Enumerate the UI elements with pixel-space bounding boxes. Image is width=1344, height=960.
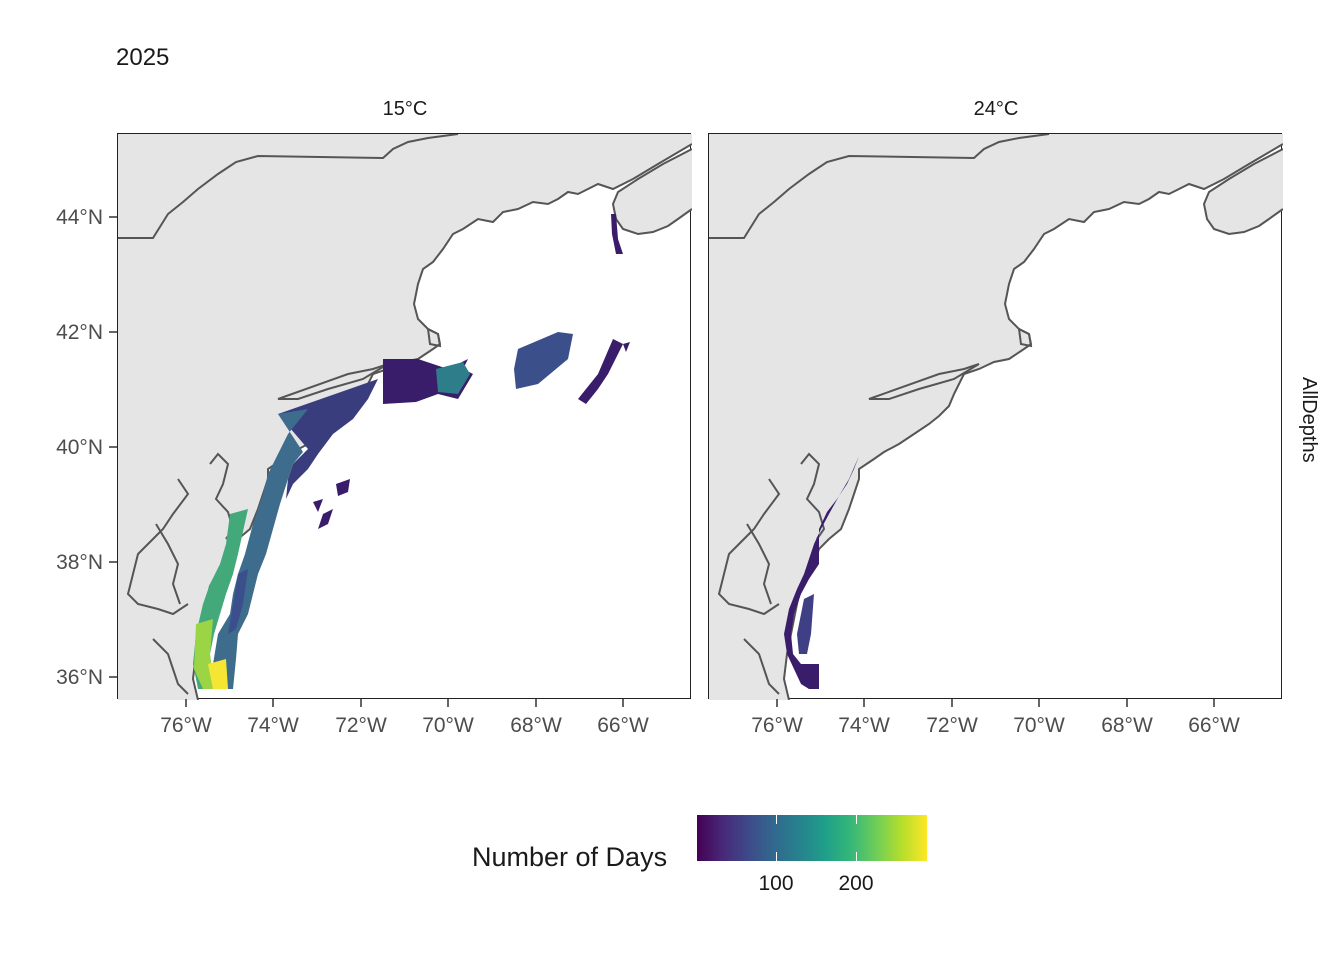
x-tick-label: 74°W	[838, 714, 890, 737]
coastline	[709, 134, 1283, 700]
facet-row-label: AllDepths	[1298, 377, 1320, 463]
x-tick-label: 66°W	[1188, 714, 1240, 737]
x-tick-label: 76°W	[751, 714, 803, 737]
x-tick-label: 76°W	[160, 714, 212, 737]
heatmap-days-24c	[784, 456, 859, 689]
heatmap-days-15c	[193, 214, 630, 689]
y-tick-label: 36°N	[56, 666, 103, 689]
x-tick-label: 74°W	[247, 714, 299, 737]
land-polygon	[118, 134, 692, 700]
legend-title: Number of Days	[472, 842, 668, 872]
y-tick-label: 44°N	[56, 206, 103, 229]
land-polygon	[709, 134, 1283, 700]
x-tick-label: 72°W	[335, 714, 387, 737]
panel-label-15c: 15°C	[382, 98, 428, 120]
x-tick-label: 68°W	[1101, 714, 1153, 737]
legend-tick-label: 100	[758, 872, 794, 895]
x-tick-label: 68°W	[510, 714, 562, 737]
y-tick-label: 38°N	[56, 551, 103, 574]
panel-label-24c: 24°C	[973, 98, 1019, 120]
x-tick-label: 70°W	[422, 714, 474, 737]
plot-title: 2025	[116, 44, 170, 71]
y-ticks	[109, 216, 117, 678]
x-tick-label: 70°W	[1013, 714, 1065, 737]
map-panel-15c	[117, 133, 692, 700]
x-tick-label: 72°W	[926, 714, 978, 737]
x-ticks-right	[776, 699, 1215, 707]
legend-tick-label: 200	[838, 872, 874, 895]
y-tick-label: 42°N	[56, 321, 103, 344]
y-tick-label: 40°N	[56, 436, 103, 459]
legend-colorbar	[697, 815, 927, 861]
x-ticks-left	[185, 699, 624, 707]
map-panel-24c	[708, 133, 1283, 700]
legend-tick	[856, 815, 857, 861]
x-tick-label: 66°W	[597, 714, 649, 737]
legend-tick	[776, 815, 777, 861]
